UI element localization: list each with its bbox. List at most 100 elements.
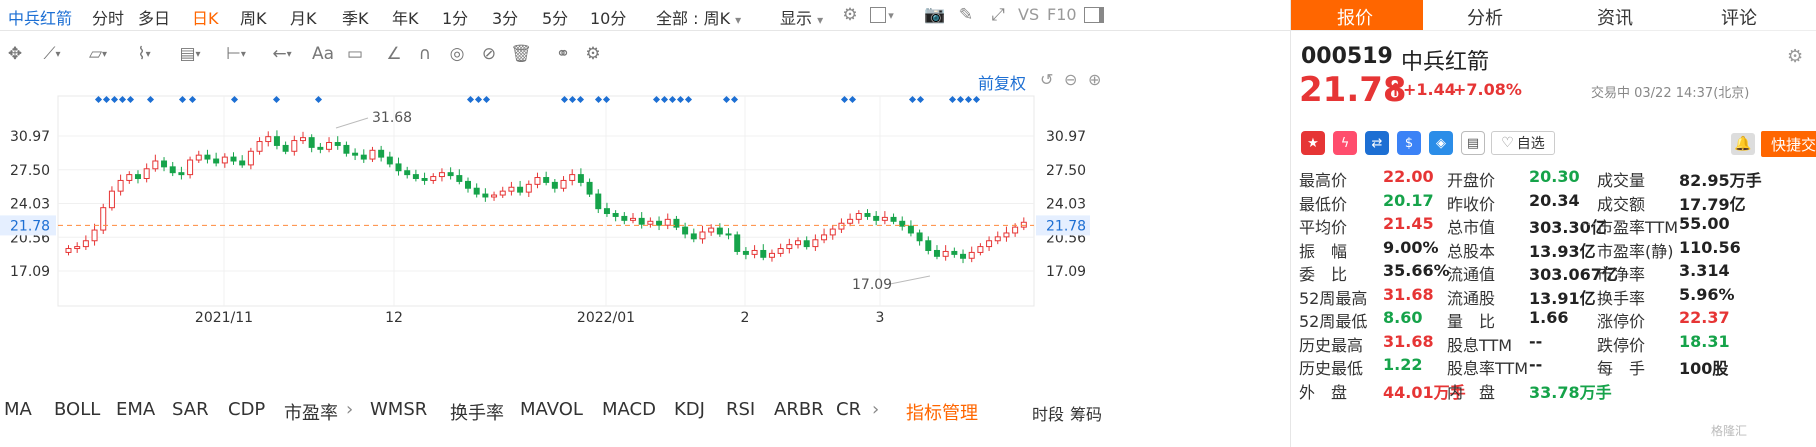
indicator-item[interactable]: ARBR: [774, 399, 824, 420]
indicator-item[interactable]: WMSR: [370, 399, 428, 420]
reset-icon[interactable]: ↺: [1040, 70, 1054, 89]
candle-body: [916, 232, 923, 242]
adjust-mode-button[interactable]: 前复权: [978, 74, 1027, 93]
period-tab[interactable]: 3分: [492, 9, 519, 28]
indicator-right-item[interactable]: 时段: [1032, 405, 1065, 424]
indicator-item[interactable]: CDP: [228, 399, 266, 420]
zoom-out-icon[interactable]: ⊖: [1064, 70, 1078, 89]
period-tab[interactable]: 5分: [542, 9, 569, 28]
comment-tool-icon[interactable]: ▭: [346, 44, 364, 64]
settings-icon[interactable]: ⚙: [1787, 46, 1804, 67]
more-icon[interactable]: ⋯: [1581, 214, 1597, 233]
indicator-item[interactable]: 换手率: [450, 403, 504, 424]
candle: [273, 130, 280, 150]
period-tab[interactable]: 季K: [342, 9, 369, 28]
candle: [960, 249, 967, 264]
y-tick-label-left: 27.50: [10, 163, 50, 179]
frame-toggle-icon[interactable]: ▾: [870, 4, 894, 26]
indicator-item[interactable]: 市盈率: [284, 403, 338, 424]
stat-label: 最高价: [1299, 171, 1348, 190]
polygon-tool-icon[interactable]: ▱ ▾: [88, 44, 108, 64]
indicator-more-icon[interactable]: ›: [872, 399, 880, 420]
visibility-icon[interactable]: ◎: [449, 44, 465, 64]
candle-body: [673, 218, 680, 228]
arrow-tool-icon[interactable]: ← ▾: [272, 44, 292, 64]
note-icon[interactable]: ▤: [1461, 131, 1485, 155]
stock-name: 中兵红箭: [1401, 50, 1490, 75]
indicator-manage-button[interactable]: 指标管理: [906, 403, 978, 424]
fullscreen-icon[interactable]: ⤢: [991, 5, 1005, 25]
candle: [299, 131, 306, 144]
y-tick-label-left: 30.97: [10, 129, 50, 145]
period-tab[interactable]: 月K: [290, 9, 317, 28]
indicator-item[interactable]: EMA: [116, 399, 156, 420]
range-tool-icon[interactable]: ⊢ ▾: [226, 44, 246, 64]
stat-value: 13.93亿: [1529, 241, 1596, 261]
indicator-item[interactable]: BOLL: [54, 399, 101, 420]
candle-body: [430, 176, 437, 181]
period-tab[interactable]: 年K: [392, 9, 419, 28]
stat-label: 股息TTM: [1447, 335, 1513, 355]
angle-tool-icon[interactable]: ∠: [386, 44, 402, 64]
period-tab[interactable]: 日K: [192, 9, 219, 28]
magnet-icon[interactable]: ∩: [418, 44, 432, 64]
indicator-right-item[interactable]: 筹码: [1070, 405, 1103, 424]
candle-body: [1020, 221, 1027, 228]
quick-trade-button[interactable]: 快捷交易: [1761, 131, 1816, 157]
display-dropdown[interactable]: 显示 ▾: [780, 5, 823, 29]
indicator-item[interactable]: SAR: [172, 399, 209, 420]
move-icon[interactable]: ✥: [7, 44, 23, 64]
lightning-icon[interactable]: ϟ: [1333, 131, 1357, 155]
event-diamond: [126, 95, 135, 104]
kline-chart[interactable]: 30.97 30.97 27.50 27.50 24.03 24.03 20.56 20.56…: [0, 70, 1290, 384]
indicator-item[interactable]: MACD: [602, 399, 656, 420]
settings-icon[interactable]: ⚙: [842, 5, 858, 25]
candle: [430, 173, 437, 184]
tab-quote[interactable]: 报价: [1337, 8, 1373, 29]
line-tool-icon[interactable]: ⟋ ▾: [43, 44, 61, 64]
range-select[interactable]: 全部 : 周K ▾: [656, 5, 741, 29]
pencil-icon[interactable]: ✎: [958, 5, 974, 25]
trash-icon[interactable]: 🗑: [510, 44, 532, 64]
period-tab[interactable]: 周K: [240, 9, 267, 28]
candle: [152, 154, 159, 172]
stock-name-tab[interactable]: 中兵红箭: [8, 9, 73, 28]
indicator-scroll-right-icon[interactable]: ›: [346, 399, 354, 420]
hide-icon[interactable]: ⊘: [481, 44, 497, 64]
indicator-item[interactable]: CR: [836, 399, 862, 420]
tab-comments[interactable]: 评论: [1721, 8, 1757, 29]
tool-settings-icon[interactable]: ⚙: [585, 44, 601, 64]
period-tab[interactable]: 多日: [138, 9, 171, 28]
dollar-icon[interactable]: $: [1397, 131, 1421, 155]
event-diamond: [568, 95, 577, 104]
wave-tool-icon[interactable]: ⌇ ▾: [137, 44, 151, 64]
tab-news[interactable]: 资讯: [1597, 8, 1633, 29]
candle: [638, 212, 645, 229]
indicator-item[interactable]: RSI: [726, 399, 756, 420]
link-icon[interactable]: ⚭: [555, 44, 571, 64]
fib-tool-icon[interactable]: ▤ ▾: [179, 44, 201, 64]
candle-body: [369, 149, 376, 160]
tag-icon[interactable]: ◈: [1429, 131, 1453, 155]
event-diamond: [956, 95, 965, 104]
shuffle-icon[interactable]: ⇄: [1365, 131, 1389, 155]
tab-analysis[interactable]: 分析: [1467, 8, 1503, 29]
stat-value: 31.68: [1383, 331, 1434, 351]
indicator-item[interactable]: MAVOL: [520, 399, 583, 420]
candle: [438, 168, 445, 182]
bell-icon[interactable]: 🔔: [1731, 133, 1755, 155]
period-tab[interactable]: 分时: [92, 9, 125, 28]
indicator-item[interactable]: KDJ: [674, 399, 705, 420]
zoom-in-icon[interactable]: ⊕: [1088, 70, 1102, 89]
period-tab[interactable]: 10分: [590, 9, 627, 28]
f10-button[interactable]: F10: [1047, 5, 1077, 24]
candle: [247, 147, 254, 170]
text-tool-icon[interactable]: Aa: [311, 44, 335, 64]
period-tab[interactable]: 1分: [442, 9, 469, 28]
indicator-item[interactable]: MA: [4, 399, 32, 420]
sidebar-toggle-icon[interactable]: [1082, 4, 1106, 26]
camera-icon[interactable]: 📷: [924, 5, 946, 25]
watchlist-button[interactable]: ♡ 自选: [1491, 131, 1555, 155]
compare-button[interactable]: VS: [1018, 5, 1040, 24]
